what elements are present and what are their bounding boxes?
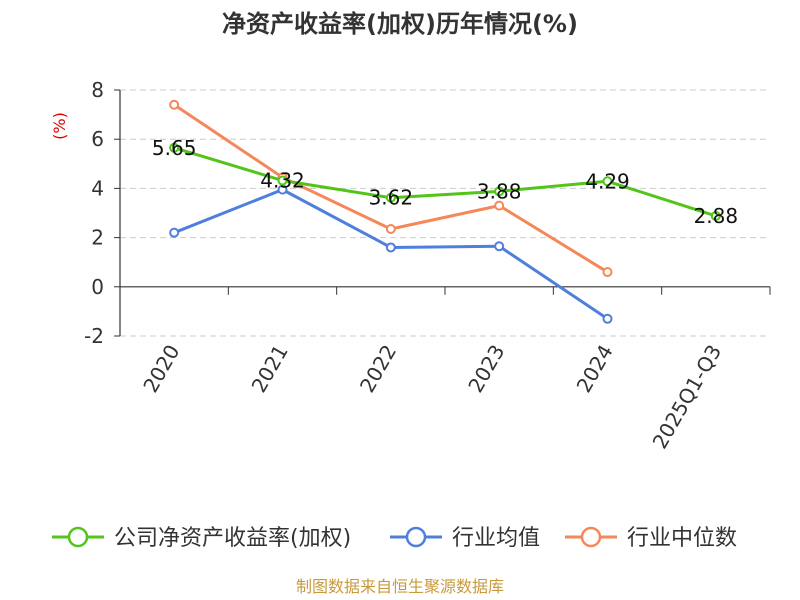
data-label: 3.62 (369, 186, 414, 210)
x-tick-label: 2022 (355, 341, 401, 397)
legend-marker (67, 526, 89, 548)
data-point[interactable] (169, 227, 180, 238)
data-point[interactable] (710, 210, 721, 221)
x-tick-label: 2021 (247, 341, 293, 397)
data-point[interactable] (602, 313, 613, 324)
labels-layer: 5.65 4.32 3.62 3.88 4.29 2.88 (152, 136, 738, 228)
data-label: 3.88 (477, 179, 522, 203)
y-tick-label: -2 (84, 324, 104, 348)
data-point[interactable] (385, 242, 396, 253)
y-tick-label: 6 (91, 127, 104, 151)
data-label: 4.29 (585, 169, 630, 193)
x-tick-label: 2020 (138, 341, 184, 397)
y-tick-label: 8 (91, 78, 104, 102)
data-point[interactable] (602, 176, 613, 187)
data-point[interactable] (494, 200, 505, 211)
data-label: 5.65 (152, 136, 197, 160)
source-note: 制图数据来自恒生聚源数据库 (296, 577, 504, 596)
y-tick-label: 4 (91, 176, 104, 200)
data-point[interactable] (602, 267, 613, 278)
axes: 8 6 4 2 0 -2 2020 2021 2022 2023 2024 2025Q1-Q3 (84, 78, 771, 453)
data-point[interactable] (494, 186, 505, 197)
legend-label[interactable]: 行业均值 (452, 526, 540, 551)
x-tick-label: 2024 (572, 341, 618, 397)
data-label: 4.32 (260, 169, 305, 193)
data-point[interactable] (277, 184, 288, 195)
x-tick-label: 2025Q1-Q3 (647, 341, 726, 453)
series-layer (169, 99, 721, 324)
series-line (173, 146, 717, 218)
legend-label[interactable]: 公司净资产收益率(加权) (114, 526, 351, 551)
chart-title: 净资产收益率(加权)历年情况(%) (222, 10, 578, 38)
legend-marker (405, 526, 427, 548)
legend[interactable]: 公司净资产收益率(加权) 行业均值 行业中位数 (52, 526, 737, 551)
x-tick-label: 2023 (463, 340, 509, 396)
legend-marker (580, 526, 602, 548)
data-point[interactable] (169, 99, 180, 110)
data-point[interactable] (385, 192, 396, 203)
data-point[interactable] (494, 241, 505, 252)
legend-label[interactable]: 行业中位数 (627, 526, 737, 551)
y-tick-label: 0 (91, 275, 104, 299)
y-tick-label: 2 (91, 226, 104, 250)
data-point[interactable] (277, 175, 288, 186)
y-axis-unit: (%) (50, 112, 69, 140)
data-point[interactable] (169, 142, 180, 153)
data-point[interactable] (385, 223, 396, 234)
grid (120, 89, 770, 337)
data-label: 2.88 (694, 204, 739, 228)
